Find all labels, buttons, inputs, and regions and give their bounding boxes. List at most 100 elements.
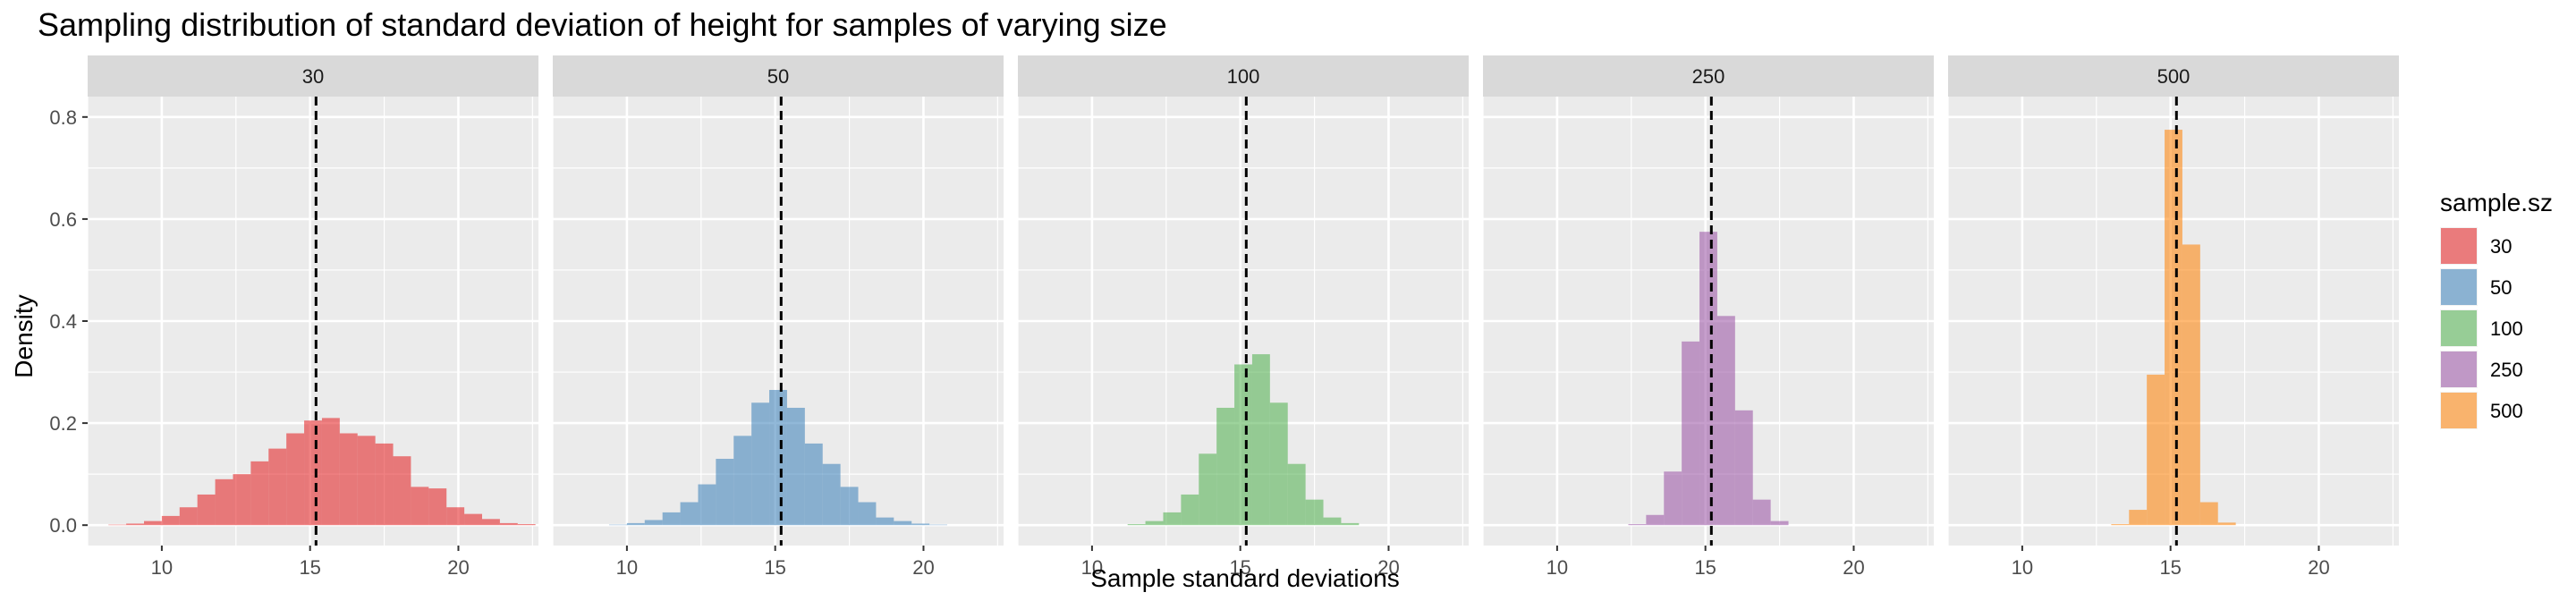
histogram-bar — [1323, 517, 1342, 526]
x-tick-label: 15 — [299, 556, 320, 579]
histogram-bar — [2129, 510, 2148, 526]
x-tick-label: 15 — [2159, 556, 2181, 579]
histogram-bar — [733, 436, 752, 526]
y-tick-label: 0.0 — [49, 514, 77, 537]
legend-label: 250 — [2490, 359, 2523, 381]
chart-title: Sampling distribution of standard deviat… — [38, 6, 1167, 43]
histogram-bar — [609, 524, 627, 526]
histogram-bar — [751, 402, 770, 526]
x-tick-label: 15 — [764, 556, 785, 579]
facet-panel-50: 50 10 15 20 — [552, 55, 1004, 579]
histogram-bar — [446, 507, 465, 526]
histogram-bar — [233, 474, 251, 526]
legend-item-30: 30 — [2440, 227, 2512, 265]
legend-item-50: 50 — [2440, 268, 2512, 306]
histogram-bar — [1770, 521, 1789, 526]
facet-strip-label: 500 — [2157, 65, 2190, 88]
legend-label: 100 — [2490, 317, 2523, 340]
legend-title: sample.sz — [2440, 189, 2553, 216]
x-axis-title: Sample standard deviations — [1090, 564, 1400, 592]
histogram-bar — [2217, 522, 2236, 526]
x-tick-label: 10 — [151, 556, 173, 579]
facet-panel-500: 500 10 15 20 — [1947, 55, 2399, 579]
histogram-bar — [357, 436, 376, 526]
histogram-bar — [1127, 524, 1146, 526]
x-tick-label: 20 — [912, 556, 934, 579]
histogram-bar — [144, 521, 162, 526]
histogram-bar — [1699, 232, 1717, 526]
facet-strip — [553, 55, 1004, 97]
histogram-bar — [662, 512, 681, 526]
facet-strip — [1483, 55, 1934, 97]
histogram-bar — [698, 484, 716, 526]
y-axis: 0.0 0.2 0.4 0.6 0.8 — [49, 106, 88, 537]
legend-swatch — [2441, 351, 2477, 387]
histogram-bar — [2111, 524, 2130, 526]
x-tick-label: 20 — [2308, 556, 2329, 579]
histogram-bar — [858, 502, 877, 526]
histogram-bar — [1664, 471, 1682, 526]
histogram-bar — [499, 522, 518, 526]
histogram-bar — [393, 456, 411, 526]
histogram-bar — [769, 390, 787, 526]
histogram-bar — [126, 523, 144, 526]
legend-swatch — [2441, 228, 2477, 264]
legend-item-100: 100 — [2440, 309, 2523, 347]
y-tick-label: 0.2 — [49, 412, 77, 435]
histogram-bar — [197, 494, 216, 526]
histogram-bar — [2147, 374, 2165, 526]
x-tick-label: 10 — [1546, 556, 1568, 579]
legend-label: 50 — [2490, 276, 2512, 299]
histogram-bar — [339, 433, 358, 526]
histogram-bar — [482, 519, 500, 526]
histogram-bar — [911, 523, 930, 526]
legend-label: 500 — [2490, 400, 2523, 422]
histogram-bar — [375, 443, 394, 526]
facet-strip — [88, 55, 538, 97]
histogram-bar — [464, 513, 482, 526]
x-tick-label: 20 — [1843, 556, 1864, 579]
histogram-bar — [428, 488, 447, 526]
histogram-bar — [250, 461, 269, 526]
histogram-bar — [411, 487, 429, 526]
facet-strip — [1948, 55, 2399, 97]
histogram-bar — [304, 420, 322, 526]
histogram-bar — [1682, 341, 1700, 526]
histogram-bar — [1199, 453, 1217, 526]
histogram-bar — [1716, 316, 1735, 526]
histogram-bar — [1646, 514, 1665, 526]
histogram-bar — [894, 521, 912, 526]
histogram-bar — [1234, 364, 1252, 526]
y-tick-label: 0.8 — [49, 106, 77, 129]
x-tick-label: 10 — [616, 556, 638, 579]
histogram-bar — [929, 524, 947, 526]
histogram-bar — [1305, 499, 1324, 526]
histogram-bar — [716, 459, 734, 526]
histogram-bar — [644, 520, 663, 526]
x-tick-label: 20 — [447, 556, 469, 579]
histogram-bar — [680, 502, 699, 526]
x-tick-label: 20 — [1377, 556, 1399, 579]
legend-swatch — [2441, 310, 2477, 346]
histogram-bar — [786, 407, 805, 526]
histogram-bar — [517, 524, 536, 526]
x-tick-label: 15 — [1694, 556, 1716, 579]
histogram-bar — [1734, 410, 1753, 526]
facet-strip — [1018, 55, 1469, 97]
legend-swatch — [2441, 393, 2477, 428]
histogram-bar — [1216, 407, 1235, 526]
histogram-bar — [626, 522, 645, 526]
histogram-bar — [1181, 494, 1199, 526]
histogram-bar — [1287, 463, 1306, 526]
histogram-bar — [1752, 499, 1771, 526]
x-tick-label: 15 — [1229, 556, 1250, 579]
histogram-bar — [2199, 502, 2218, 526]
histogram-bar — [876, 517, 894, 526]
histogram-bar — [108, 524, 127, 526]
histogram-bar — [822, 463, 841, 526]
histogram-bar — [1269, 402, 1288, 526]
x-tick-label: 10 — [2012, 556, 2033, 579]
legend: sample.sz 30 50 100 250 500 — [2440, 189, 2553, 429]
